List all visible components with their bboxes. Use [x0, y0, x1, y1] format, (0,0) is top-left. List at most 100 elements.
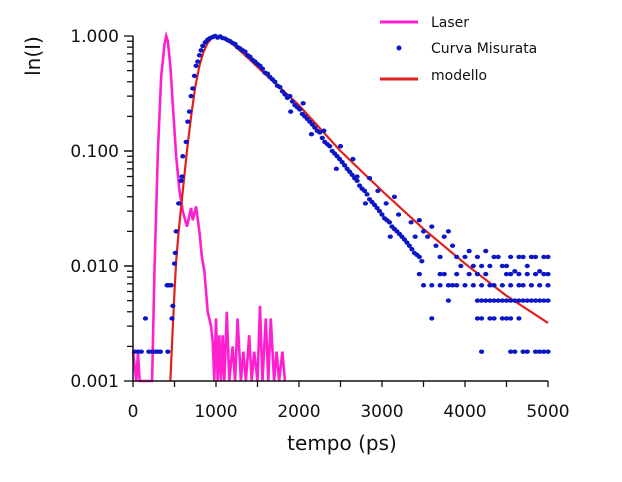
data-point-measured	[429, 224, 435, 229]
tick-labels: 0 1000 2000 3000 4000 5000 0.001 0.010 0.100 1.00…	[70, 27, 569, 422]
data-point-measured	[445, 283, 451, 288]
data-point-measured	[361, 188, 368, 194]
data-point-measured	[350, 156, 356, 162]
data-point-measured	[259, 66, 266, 71]
data-point-measured	[495, 298, 501, 303]
data-point-measured	[479, 298, 485, 303]
y-tick-label: 0.100	[70, 142, 119, 162]
data-point-measured	[183, 139, 189, 145]
x-tick-label: 5000	[526, 402, 569, 422]
data-point-measured	[537, 269, 543, 274]
data-point-measured	[178, 178, 184, 184]
data-point-measured	[479, 316, 485, 321]
data-point-measured	[408, 220, 414, 225]
data-point-measured	[508, 316, 514, 321]
data-point-measured	[516, 283, 522, 288]
data-point-measured	[516, 271, 522, 277]
data-point-measured	[374, 205, 380, 211]
data-point-measured	[186, 109, 193, 114]
data-point-measured	[516, 316, 522, 321]
series-line-laser	[131, 30, 287, 383]
data-point-measured	[247, 54, 253, 59]
data-point-measured	[545, 254, 551, 260]
legend-label-laser: Laser	[431, 15, 469, 31]
data-point-measured	[168, 283, 174, 288]
legend: Laser Curva Misurata modello	[380, 15, 537, 84]
data-point-measured	[319, 135, 325, 141]
data-point-measured	[541, 271, 547, 277]
data-point-measured	[532, 254, 539, 260]
data-point-measured	[541, 349, 547, 354]
data-point-measured	[179, 174, 185, 179]
data-point-measured	[491, 316, 497, 321]
data-point-measured	[242, 49, 248, 54]
data-point-measured	[454, 254, 460, 260]
data-point-measured	[520, 283, 526, 288]
x-tick-label: 0	[128, 402, 139, 422]
data-point-measured	[383, 201, 389, 206]
x-tick-label: 1000	[194, 402, 237, 422]
data-point-measured	[537, 298, 543, 303]
data-point-measured	[195, 59, 201, 64]
data-point-measured	[466, 271, 472, 277]
data-point-measured	[300, 101, 306, 106]
x-tick-label: 4000	[443, 402, 486, 422]
data-point-measured	[437, 271, 443, 277]
data-point-measured	[264, 71, 271, 76]
data-point-measured	[354, 178, 360, 184]
data-point-measured	[524, 298, 530, 303]
data-point-measured	[532, 349, 539, 354]
data-point-measured	[458, 263, 464, 269]
data-point-measured	[308, 131, 315, 137]
data-point-measured	[541, 254, 547, 260]
data-point-measured	[321, 128, 327, 133]
data-point-measured	[499, 263, 505, 269]
data-point-measured	[512, 349, 518, 354]
data-point-measured	[470, 283, 476, 288]
data-point-measured	[537, 283, 543, 288]
data-point-measured	[441, 271, 447, 277]
data-point-measured	[487, 263, 493, 269]
data-point-measured	[449, 283, 456, 288]
data-point-measured	[528, 283, 535, 288]
data-point-measured	[479, 263, 485, 269]
data-point-measured	[172, 250, 178, 256]
data-point-measured	[483, 298, 489, 303]
data-point-measured	[528, 298, 535, 303]
data-point-measured	[445, 298, 451, 303]
data-point-measured	[437, 254, 443, 260]
data-point-measured	[420, 229, 427, 234]
data-point-measured	[185, 119, 191, 124]
data-point-measured	[196, 53, 202, 58]
data-point-measured	[375, 188, 381, 194]
data-point-measured	[416, 254, 422, 260]
data-point-measured	[545, 349, 551, 354]
data-point-measured	[503, 298, 510, 303]
x-axis-title: tempo (ps)	[287, 431, 397, 455]
legend-label-measured: Curva Misurata	[431, 41, 537, 57]
data-point-measured	[532, 271, 539, 277]
data-point-measured	[170, 303, 176, 309]
data-point-measured	[454, 271, 460, 277]
data-point-measured	[487, 298, 493, 303]
plot-area	[131, 30, 551, 383]
data-point-measured	[349, 172, 355, 178]
data-point-measured	[188, 93, 194, 99]
data-point-measured	[474, 254, 481, 260]
legend-label-model: modello	[431, 68, 487, 84]
data-point-measured	[499, 298, 505, 303]
data-point-measured	[142, 316, 149, 321]
data-point-measured	[524, 271, 530, 277]
data-point-measured	[347, 169, 353, 174]
data-point-measured	[339, 159, 345, 165]
data-point-measured	[483, 271, 489, 277]
data-point-measured	[191, 73, 198, 79]
data-point-measured	[391, 194, 398, 199]
data-point-measured	[437, 283, 443, 288]
data-point-measured	[508, 283, 514, 288]
data-point-measured	[362, 201, 368, 206]
data-point-measured	[454, 283, 460, 288]
data-point-measured	[165, 349, 171, 354]
data-point-measured	[289, 99, 295, 104]
data-point-measured	[491, 298, 497, 303]
